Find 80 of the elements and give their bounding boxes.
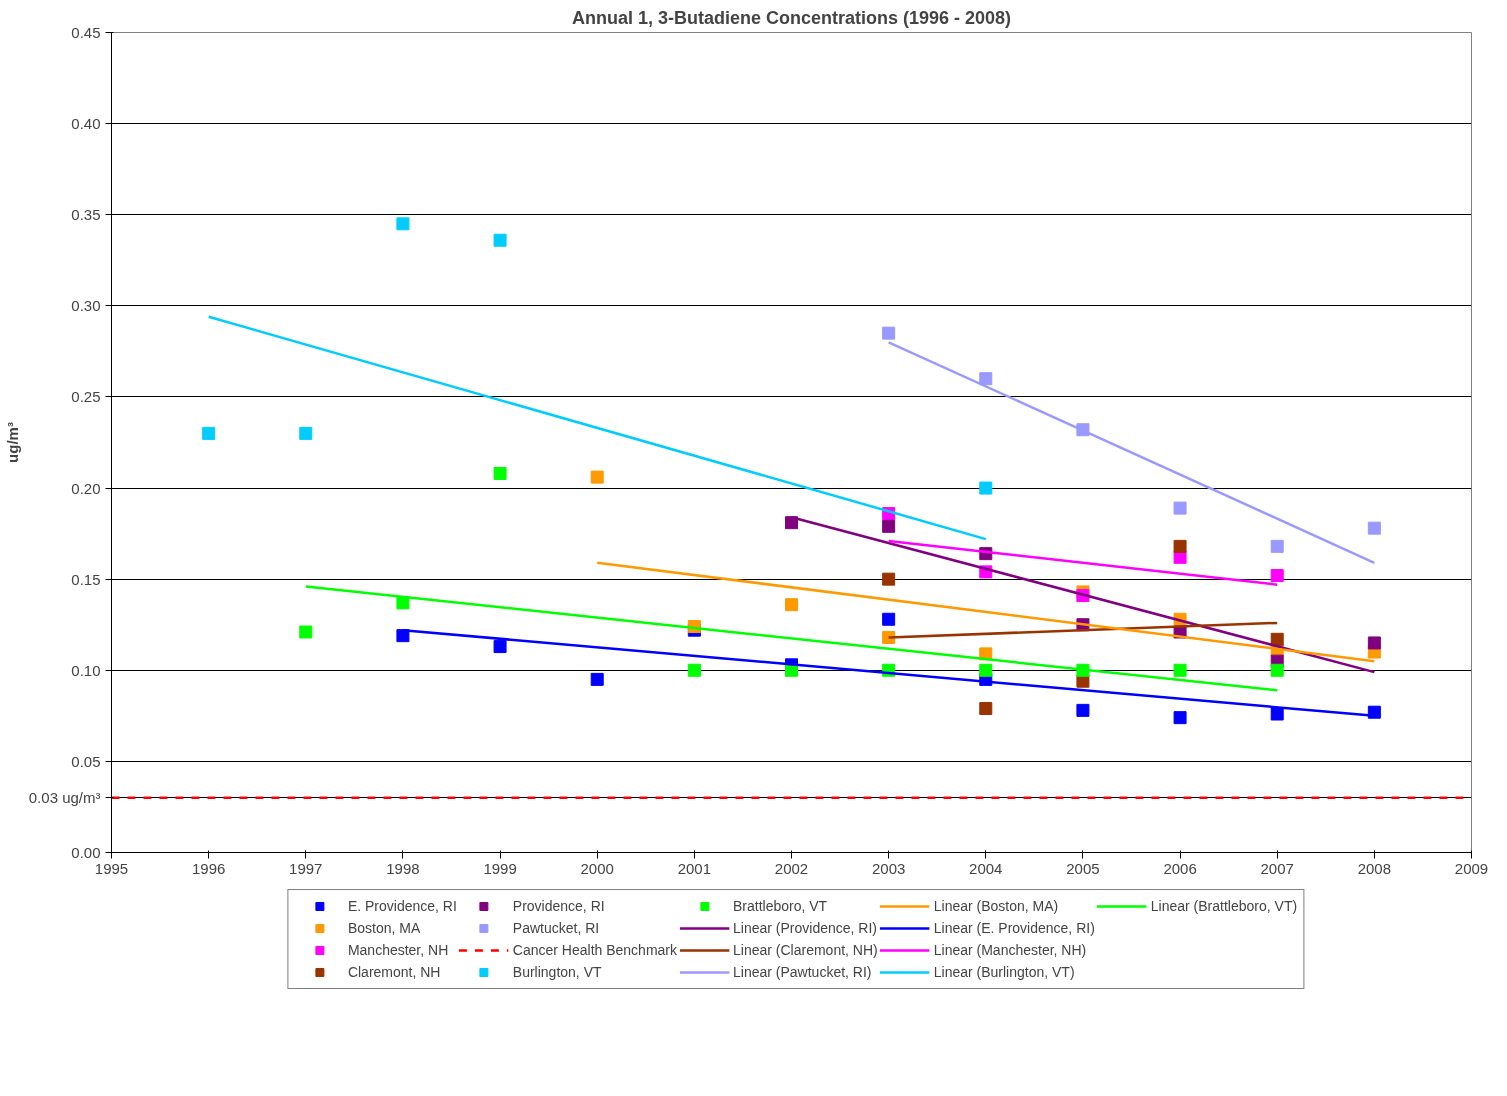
point — [785, 516, 798, 530]
legend-label: Linear (Brattleboro, VT) — [1150, 897, 1298, 914]
legend-label: Manchester, NH — [347, 941, 449, 958]
y-tick-label: 0.20 — [71, 479, 101, 497]
x-tick-label: 1998 — [386, 859, 420, 877]
point — [1367, 705, 1381, 719]
point — [1270, 539, 1284, 553]
legend-label: Boston, MA — [347, 919, 421, 936]
legend-label: Linear (Pawtucket, RI) — [733, 963, 872, 980]
x-tick-label: 2002 — [774, 859, 809, 877]
point — [1270, 707, 1284, 721]
x-tick-label: 2008 — [1357, 859, 1392, 877]
y-tick-label: 0.03 ug/m³ — [28, 789, 101, 807]
point — [396, 217, 410, 231]
point — [1270, 632, 1284, 646]
x-tick-label: 2005 — [1066, 859, 1100, 877]
y-tick-label: 0.15 — [71, 570, 101, 588]
point — [1367, 636, 1381, 650]
point — [590, 672, 604, 686]
x-tick-label: 1999 — [483, 859, 517, 877]
point — [299, 426, 313, 440]
point — [590, 470, 604, 484]
point — [785, 598, 798, 612]
point — [1173, 501, 1187, 515]
legend-label: Linear (E. Providence, RI) — [933, 919, 1095, 936]
point — [493, 466, 507, 480]
legend-label: Brattleboro, VT — [733, 897, 828, 914]
x-tick-label: 1997 — [289, 859, 323, 877]
legend-label: E. Providence, RI — [347, 897, 457, 914]
point — [493, 640, 507, 654]
x-tick-label: 1996 — [191, 859, 226, 877]
legend-label: Linear (Providence, RI) — [733, 919, 877, 936]
y-tick-label: 0.25 — [71, 388, 101, 406]
point — [1173, 539, 1187, 553]
point — [396, 596, 410, 610]
y-tick-label: 0.45 — [71, 24, 101, 41]
point — [979, 663, 993, 677]
point — [493, 233, 507, 247]
y-axis-title: ug/m³ — [3, 422, 21, 463]
point — [396, 629, 410, 643]
point — [979, 372, 993, 386]
legend-label: Linear (Boston, MA) — [933, 897, 1059, 914]
point — [882, 612, 896, 626]
point — [1270, 569, 1284, 583]
legend-label: Linear (Manchester, NH) — [933, 941, 1087, 958]
point — [687, 663, 701, 677]
y-tick-label: 0.35 — [71, 206, 101, 224]
point — [882, 519, 896, 533]
point — [1076, 703, 1090, 717]
legend-label: Providence, RI — [512, 897, 605, 914]
point — [979, 702, 993, 716]
point — [202, 426, 216, 440]
x-tick-label: 1995 — [94, 859, 129, 877]
x-tick-label: 2004 — [969, 859, 1003, 877]
x-tick-label: 2000 — [580, 859, 614, 877]
legend-label: Linear (Claremont, NH) — [733, 941, 878, 958]
point — [299, 625, 313, 639]
y-tick-label: 0.40 — [71, 115, 101, 133]
point — [1173, 711, 1187, 725]
legend-label: Burlington, VT — [512, 963, 602, 980]
y-tick-label: 0.10 — [71, 661, 101, 679]
y-tick-label: 0.30 — [71, 297, 101, 315]
y-tick-label: 0.00 — [71, 844, 101, 861]
x-tick-label: 2003 — [871, 859, 906, 877]
point — [882, 326, 896, 340]
point — [1173, 663, 1187, 677]
legend-label: Linear (Burlington, VT) — [933, 963, 1075, 980]
x-tick-label: 2007 — [1260, 859, 1294, 877]
y-tick-label: 0.05 — [71, 752, 101, 770]
legend-label: Pawtucket, RI — [512, 919, 600, 936]
point — [882, 572, 896, 586]
point — [1367, 521, 1381, 535]
legend-label: Claremont, NH — [347, 963, 441, 980]
legend-label: Cancer Health Benchmark — [512, 941, 678, 958]
point — [979, 481, 993, 495]
chart-title: Annual 1, 3-Butadiene Concentrations (1996 - 2008) — [571, 7, 1012, 28]
point — [1270, 663, 1284, 677]
x-tick-label: 2009 — [1454, 859, 1489, 877]
x-tick-label: 2006 — [1163, 859, 1197, 877]
x-tick-label: 2001 — [677, 859, 712, 877]
